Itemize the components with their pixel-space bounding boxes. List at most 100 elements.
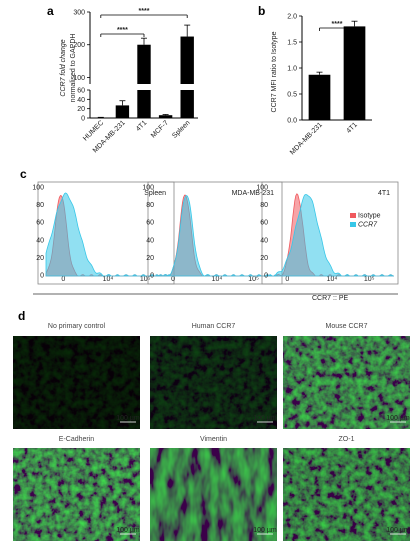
panel-a-ytick-label: 0: [81, 116, 85, 123]
panel-c-ytick-label: 100: [256, 185, 268, 192]
panel-c-xtick-label: 10⁵: [248, 276, 259, 283]
panel-c-ytick-label: 80: [36, 202, 44, 209]
micrograph-image: [13, 336, 140, 429]
panel-c-ccr7-curve: [269, 194, 394, 277]
micrograph-scale-label: 100 µm: [116, 415, 140, 422]
panel-a-bar: [137, 90, 151, 118]
panel-c-legend-ccr7: CCR7: [358, 222, 378, 229]
panel-c-ytick-label: 0: [264, 273, 268, 280]
panel-c-xtick-label: 10⁵: [364, 276, 375, 283]
panel-a-bar: [158, 115, 173, 118]
panel-a-ylabel-line1: CCR7 fold change: [60, 39, 67, 96]
panel-c-ytick-label: 20: [36, 255, 44, 262]
panel-b-ytick-label: 2.0: [287, 14, 297, 21]
panel-a-xtick-label: MCF-7: [150, 119, 170, 139]
panel-b-chart: CCR7 MFI ratio to Isotype 0.0 0.5 1.0 1.5 2.…: [271, 14, 372, 156]
micrograph-image: [150, 448, 277, 541]
panel-a-label: a: [47, 4, 54, 18]
panel-b-ytick-label: 0.0: [287, 118, 297, 125]
micrograph-title: ZO-1: [339, 436, 355, 443]
micrograph-scale-label: 100 µm: [386, 527, 410, 534]
panel-c-ytick-label: 100: [32, 185, 44, 192]
panel-a-ytick-label: 200: [73, 42, 85, 49]
micrograph-image: [150, 336, 277, 429]
panel-b-ylabel: CCR7 MFI ratio to Isotype: [271, 31, 278, 112]
panel-c-ytick-label: 60: [36, 220, 44, 227]
panel-b-label: b: [258, 4, 265, 18]
panel-c-xtick-label: 10⁵: [140, 276, 151, 283]
panel-c-ytick-label: 20: [146, 255, 154, 262]
panel-c-ytick-label: 60: [260, 220, 268, 227]
micrograph-title: Human CCR7: [192, 323, 236, 330]
panel-a-ytick-label: 20: [77, 106, 85, 113]
panel-b-sig-label: ****: [332, 21, 343, 28]
panel-d-label: d: [18, 309, 25, 323]
panel-c-xtick-label: 10⁴: [212, 276, 223, 283]
micrograph-image: [283, 448, 410, 541]
panel-a-xtick-label: 4T1: [135, 119, 149, 133]
micrograph-scale-label: 100 µm: [116, 527, 140, 534]
panel-c-xtick-label: 0: [171, 276, 175, 283]
panel-c-title: Spleen: [144, 190, 166, 197]
panel-c-ytick-label: 100: [142, 185, 154, 192]
panel-b-bar: [343, 26, 366, 120]
micrograph-title: No primary control: [48, 323, 106, 330]
panel-a-bar: [180, 90, 194, 118]
panel-a-ytick-label: 60: [77, 88, 85, 95]
panel-a-bar: [94, 117, 108, 119]
panel-c-xtick-label: 10⁴: [103, 276, 114, 283]
panel-c-ytick-label: 40: [146, 237, 154, 244]
panel-c-ytick-label: 60: [146, 220, 154, 227]
panel-c-ccr7-curve: [155, 195, 279, 277]
panel-a-sig-label: ****: [117, 27, 128, 34]
micrograph-scale-label: 100 µm: [253, 415, 277, 422]
panel-a-bar-upper: [180, 36, 194, 84]
panel-c-ccr7-curve: [45, 192, 171, 277]
micrograph-image: [283, 336, 410, 429]
panel-c-frame: [261, 181, 399, 285]
panel-c-frame: [147, 181, 283, 285]
panel-d-micrographs: No primary control 100 µm Human CCR7 100 µm…: [13, 323, 410, 541]
micrograph-scale-label: 100 µm: [253, 527, 277, 534]
panel-c-ytick-label: 40: [36, 237, 44, 244]
micrograph-scale-label: 100 µm: [386, 415, 410, 422]
panel-c-ytick-label: 40: [260, 237, 268, 244]
panel-a-bar-upper: [137, 44, 151, 84]
panel-a-xtick-label: Spleen: [171, 119, 191, 139]
panel-c-xtick-label: 10⁴: [327, 276, 338, 283]
panel-a-ytick-label: 40: [77, 97, 85, 104]
panel-b-ytick-label: 0.5: [287, 92, 297, 99]
panel-c-ytick-label: 80: [146, 202, 154, 209]
panel-a-ytick-label: 100: [73, 75, 85, 82]
panel-c-title: MDA-MB-231: [232, 190, 275, 197]
panel-a-sig-label: ****: [139, 8, 150, 15]
panel-b-bar: [308, 74, 331, 120]
panel-c-xtick-label: 0: [61, 276, 65, 283]
micrograph-title: E-Cadherin: [59, 436, 95, 443]
panel-a-bar: [115, 105, 130, 118]
panel-c-ytick-label: 0: [150, 273, 154, 280]
panel-c-label: c: [20, 167, 27, 181]
panel-b-xtick-label: 4T1: [345, 121, 359, 135]
micrograph-image: [13, 448, 140, 541]
panel-c-legend-ccr7-swatch: [350, 222, 356, 227]
panel-c-xlabel: CCR7 :: PE: [312, 295, 349, 302]
micrograph-title: Mouse CCR7: [325, 323, 367, 330]
panel-c-ytick-label: 80: [260, 202, 268, 209]
panel-c-ytick-label: 20: [260, 255, 268, 262]
panel-c-xtick-label: 0: [285, 276, 289, 283]
panel-c-legend-isotype-swatch: [350, 213, 356, 218]
panel-c-title: 4T1: [378, 190, 390, 197]
panel-b-ytick-label: 1.5: [287, 40, 297, 47]
panel-c-legend-isotype: Isotype: [358, 213, 381, 220]
panel-c-ytick-label: 0: [40, 273, 44, 280]
panel-a-ylabel-line2: normalised to GAPDH: [70, 34, 77, 103]
panel-a-chart: CCR7 fold change normalised to GAPDH 0 20…: [60, 8, 198, 154]
panel-b-ytick-label: 1.0: [287, 66, 297, 73]
panel-b-xtick-label: MDA-MB-231: [289, 121, 324, 156]
micrograph-title: Vimentin: [200, 436, 227, 443]
panel-c-frame: [37, 181, 175, 285]
panel-a-ytick-label: 300: [73, 10, 85, 17]
